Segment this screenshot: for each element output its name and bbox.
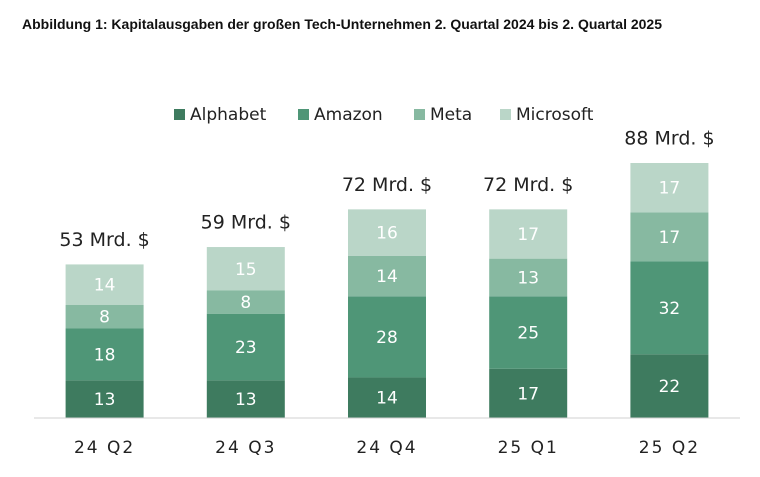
- legend-swatch: [414, 109, 425, 120]
- bar-segment: [206, 290, 285, 314]
- bar-segment: [206, 247, 285, 291]
- bar-segment: [630, 212, 709, 262]
- segment-label: 22: [659, 377, 681, 397]
- segment-label: 23: [235, 338, 257, 358]
- total-label: 53 Mrd. $: [59, 229, 149, 251]
- x-tick-label: 24 Q3: [215, 438, 276, 458]
- bar-segment: [65, 304, 144, 329]
- bar-segment: [206, 380, 285, 418]
- segment-label: 13: [94, 390, 116, 410]
- bar-segment: [489, 209, 568, 259]
- segment-label: 16: [376, 224, 398, 244]
- total-label: 88 Mrd. $: [624, 128, 714, 150]
- segment-label: 15: [235, 260, 257, 280]
- legend-label: Microsoft: [516, 105, 594, 125]
- segment-label: 17: [517, 384, 539, 404]
- chart-title: Abbildung 1: Kapitalausgaben der großen …: [22, 16, 663, 32]
- bar-segment: [489, 258, 568, 297]
- x-tick-label: 24 Q2: [74, 438, 135, 458]
- segment-label: 13: [235, 390, 257, 410]
- segment-label: 17: [659, 228, 681, 248]
- segment-label: 13: [517, 268, 539, 288]
- legend-swatch: [298, 109, 309, 120]
- legend-label: Meta: [430, 105, 472, 125]
- bar-segment: [630, 354, 709, 418]
- legend-swatch: [500, 109, 511, 120]
- segment-label: 25: [517, 324, 539, 344]
- segment-label: 14: [376, 389, 398, 409]
- bar-segment: [630, 163, 709, 213]
- segment-label: 14: [376, 267, 398, 287]
- bar-segment: [348, 296, 426, 378]
- segment-label: 17: [659, 179, 681, 199]
- segment-label: 18: [94, 345, 116, 365]
- bar-segment: [348, 255, 426, 297]
- legend-swatch: [174, 109, 185, 120]
- total-label: 59 Mrd. $: [201, 212, 291, 234]
- x-tick-label: 24 Q4: [356, 438, 417, 458]
- total-label: 72 Mrd. $: [483, 174, 573, 196]
- bar-segment: [206, 313, 285, 381]
- segment-label: 28: [376, 328, 398, 348]
- x-tick-label: 25 Q1: [498, 438, 559, 458]
- bar-segment: [348, 209, 426, 256]
- segment-label: 32: [659, 299, 681, 319]
- bar-segment: [65, 380, 144, 418]
- legend-label: Alphabet: [190, 105, 267, 125]
- legend-label: Amazon: [314, 105, 383, 125]
- segment-label: 14: [94, 276, 116, 296]
- total-label: 72 Mrd. $: [342, 174, 432, 196]
- bar-segment: [65, 328, 144, 381]
- segment-label: 17: [517, 225, 539, 245]
- segment-label: 8: [240, 293, 251, 313]
- bar-segment: [630, 261, 709, 355]
- segment-label: 8: [99, 308, 110, 328]
- bar-segment: [489, 368, 568, 418]
- bar-segment: [489, 296, 568, 369]
- bar-segment: [65, 264, 144, 305]
- x-tick-label: 25 Q2: [639, 438, 700, 458]
- bar-segment: [348, 377, 426, 418]
